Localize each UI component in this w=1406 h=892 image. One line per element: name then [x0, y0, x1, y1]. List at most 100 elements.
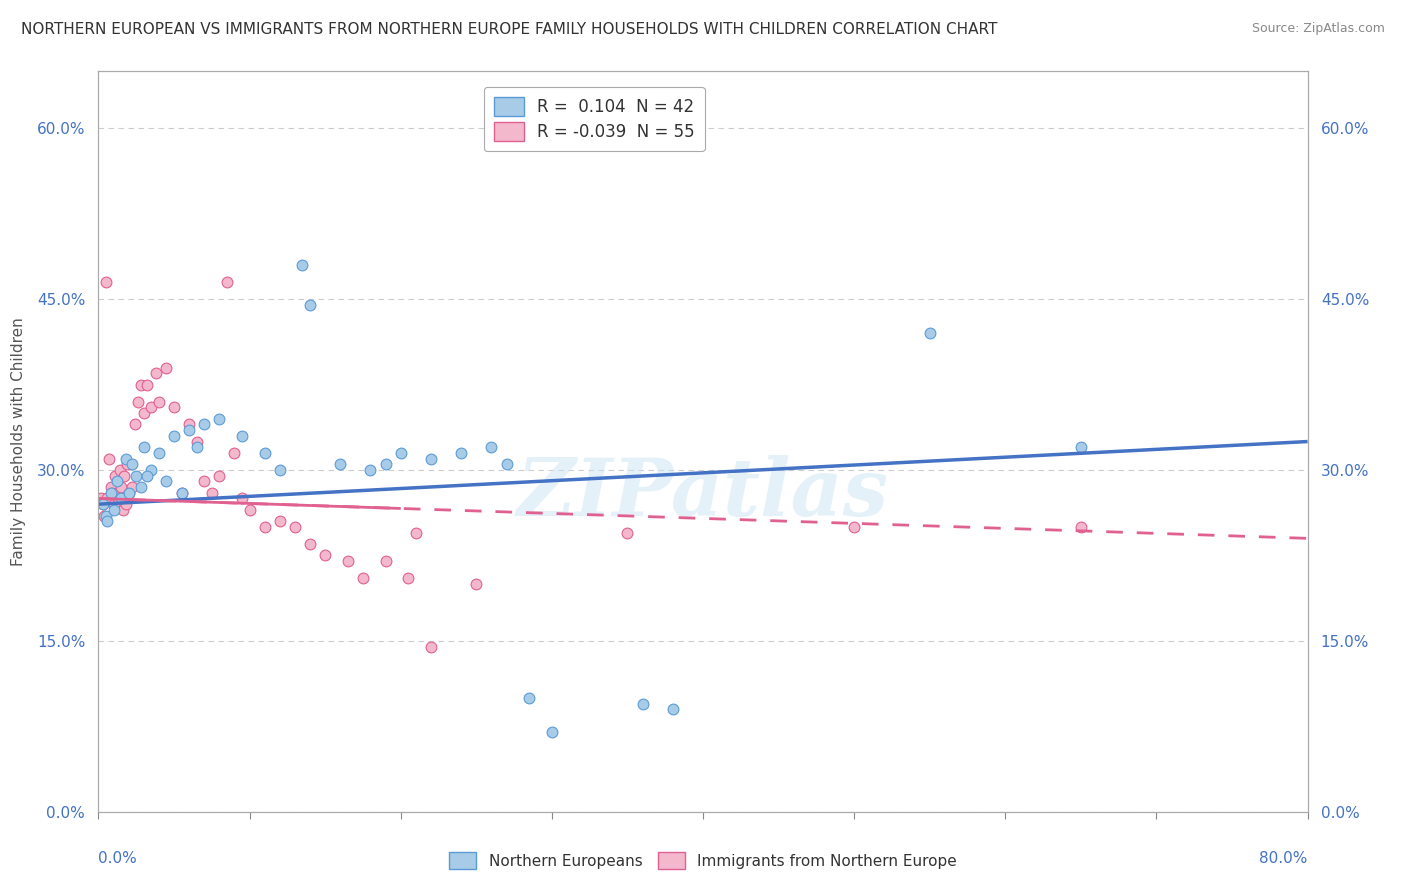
- Point: [100, 480, 122, 494]
- Point: [110, 480, 132, 494]
- Point: [193, 417, 215, 432]
- Point: [155, 360, 177, 375]
- Point: [132, 440, 155, 454]
- Point: [155, 475, 177, 489]
- Point: [91, 497, 114, 511]
- Point: [193, 475, 215, 489]
- Point: [105, 475, 128, 489]
- Point: [253, 446, 276, 460]
- Point: [224, 446, 246, 460]
- Point: [141, 463, 163, 477]
- Point: [148, 394, 170, 409]
- Point: [352, 571, 374, 585]
- Point: [98, 451, 121, 466]
- Point: [170, 485, 193, 500]
- Point: [540, 725, 562, 739]
- Point: [314, 549, 336, 563]
- Point: [208, 468, 231, 483]
- Y-axis label: Family Households with Children: Family Households with Children: [11, 318, 25, 566]
- Point: [299, 537, 322, 551]
- Point: [253, 520, 276, 534]
- Point: [420, 451, 443, 466]
- Point: [299, 298, 322, 312]
- Point: [129, 480, 152, 494]
- Point: [661, 702, 683, 716]
- Point: [269, 463, 291, 477]
- Point: [179, 423, 201, 437]
- Point: [291, 258, 314, 272]
- Legend: Northern Europeans, Immigrants from Northern Europe: Northern Europeans, Immigrants from Nort…: [443, 846, 963, 875]
- Point: [114, 497, 136, 511]
- Point: [118, 485, 141, 500]
- Point: [374, 458, 396, 472]
- Point: [108, 463, 131, 477]
- Point: [118, 485, 141, 500]
- Point: [329, 458, 352, 472]
- Point: [112, 468, 135, 483]
- Point: [148, 446, 170, 460]
- Point: [107, 491, 129, 506]
- Point: [94, 275, 117, 289]
- Point: [101, 485, 124, 500]
- Point: [336, 554, 359, 568]
- Point: [163, 401, 186, 415]
- Text: NORTHERN EUROPEAN VS IMMIGRANTS FROM NORTHERN EUROPE FAMILY HOUSEHOLDS WITH CHIL: NORTHERN EUROPEAN VS IMMIGRANTS FROM NOR…: [21, 22, 997, 37]
- Point: [96, 491, 118, 506]
- Point: [110, 491, 132, 506]
- Point: [145, 366, 167, 380]
- Point: [100, 485, 122, 500]
- Point: [481, 440, 503, 454]
- Point: [163, 429, 186, 443]
- Text: Source: ZipAtlas.com: Source: ZipAtlas.com: [1251, 22, 1385, 36]
- Point: [844, 520, 866, 534]
- Point: [121, 480, 143, 494]
- Point: [111, 503, 134, 517]
- Point: [239, 503, 262, 517]
- Point: [420, 640, 443, 654]
- Text: ZIPatlas: ZIPatlas: [517, 455, 889, 533]
- Point: [631, 697, 654, 711]
- Point: [231, 429, 253, 443]
- Point: [103, 497, 125, 511]
- Point: [91, 497, 114, 511]
- Point: [135, 468, 157, 483]
- Point: [114, 451, 136, 466]
- Point: [105, 485, 128, 500]
- Text: 0.0%: 0.0%: [98, 851, 138, 865]
- Point: [465, 577, 488, 591]
- Point: [208, 411, 231, 425]
- Point: [374, 554, 396, 568]
- Point: [495, 458, 517, 472]
- Point: [231, 491, 253, 506]
- Point: [132, 406, 155, 420]
- Point: [450, 446, 472, 460]
- Point: [94, 508, 117, 523]
- Point: [90, 491, 112, 506]
- Point: [405, 525, 427, 540]
- Point: [269, 514, 291, 528]
- Point: [616, 525, 638, 540]
- Point: [129, 377, 152, 392]
- Point: [135, 377, 157, 392]
- Point: [186, 440, 208, 454]
- Point: [284, 520, 307, 534]
- Point: [389, 446, 412, 460]
- Point: [104, 468, 127, 483]
- Point: [96, 514, 118, 528]
- Point: [360, 463, 382, 477]
- Text: 80.0%: 80.0%: [1260, 851, 1308, 865]
- Point: [396, 571, 419, 585]
- Point: [115, 458, 138, 472]
- Point: [124, 417, 146, 432]
- Point: [201, 485, 224, 500]
- Point: [918, 326, 941, 341]
- Point: [1070, 520, 1092, 534]
- Point: [141, 401, 163, 415]
- Point: [179, 417, 201, 432]
- Legend: R =  0.104  N = 42, R = -0.039  N = 55: R = 0.104 N = 42, R = -0.039 N = 55: [484, 87, 704, 152]
- Point: [103, 503, 125, 517]
- Point: [517, 690, 540, 705]
- Point: [1070, 440, 1092, 454]
- Point: [93, 508, 115, 523]
- Point: [170, 485, 193, 500]
